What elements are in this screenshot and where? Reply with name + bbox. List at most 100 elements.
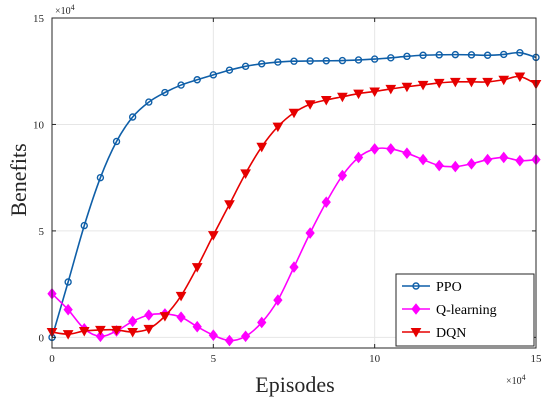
x-tick-label: 5 (211, 353, 217, 365)
legend-marker (412, 282, 420, 290)
tick-labels: 0 5 10 15 0 5 10 15 (33, 13, 542, 365)
data-point (498, 75, 510, 86)
x-axis-label: Episodes (255, 372, 334, 397)
data-point (304, 100, 316, 110)
data-point (128, 113, 137, 121)
data-point (209, 71, 218, 79)
y-tick-label: 15 (33, 13, 45, 25)
plot-axes (51, 17, 537, 349)
legend-marker (411, 303, 421, 315)
legend-entry: PPO (402, 280, 462, 295)
data-point (403, 52, 411, 61)
x-tick-label: 10 (369, 353, 381, 365)
data-point (240, 169, 251, 179)
data-point (177, 81, 185, 89)
series-line (51, 51, 537, 338)
data-point (516, 49, 524, 57)
data-point (353, 89, 364, 100)
y-tick-label: 0 (39, 332, 45, 344)
data-point (176, 311, 186, 323)
data-point (401, 82, 413, 93)
legend-marker (410, 328, 422, 338)
data-point (450, 160, 460, 173)
legend-label: PPO (436, 280, 462, 295)
data-point (257, 316, 267, 329)
data-point (128, 315, 138, 328)
data-point (467, 51, 476, 59)
data-point (274, 58, 282, 66)
data-point (127, 328, 139, 338)
data-point (419, 51, 427, 59)
data-point (306, 57, 314, 65)
data-point (499, 151, 509, 164)
y-exponent-label: ×104 (55, 3, 75, 17)
data-point (435, 51, 443, 59)
data-point (225, 66, 234, 74)
x-exponent-label: ×104 (506, 373, 526, 387)
data-point (256, 142, 268, 153)
data-point (224, 200, 235, 210)
legend-label: Q-learning (436, 303, 497, 318)
data-point (144, 309, 154, 321)
data-point (483, 51, 492, 59)
axes-box (51, 17, 537, 349)
data-point (385, 84, 397, 95)
data-point (290, 57, 298, 65)
legend-label: DQN (436, 326, 466, 341)
data-point (241, 62, 250, 71)
data-point (386, 143, 396, 155)
data-point (175, 291, 187, 302)
data-point (515, 154, 525, 167)
data-point (369, 87, 381, 97)
data-point (288, 108, 300, 119)
data-point (433, 78, 445, 89)
data-point (322, 57, 330, 65)
data-point (143, 324, 155, 335)
y-tick-label: 5 (39, 226, 45, 238)
data-point (191, 263, 203, 273)
data-point (338, 56, 347, 65)
data-point (402, 147, 412, 159)
y-tick-label: 10 (33, 119, 45, 131)
data-point (337, 92, 348, 103)
data-point (62, 330, 74, 340)
data-point (78, 326, 90, 337)
y-axis-label: Benefits (6, 143, 31, 216)
data-point (353, 151, 364, 164)
data-point (145, 98, 153, 106)
data-point (387, 54, 395, 62)
data-point (417, 80, 429, 91)
data-point (207, 231, 219, 241)
data-point (224, 334, 235, 347)
data-point (370, 55, 379, 63)
data-point (370, 143, 380, 155)
data-point (161, 88, 169, 97)
data-point (95, 330, 106, 343)
data-point (449, 77, 461, 88)
data-point (111, 325, 122, 336)
data-point (321, 196, 331, 208)
data-point (80, 221, 88, 230)
data-point (337, 169, 348, 182)
legend-entry: Q-learning (402, 303, 497, 318)
data-point (112, 137, 121, 146)
data-point (434, 159, 444, 172)
data-point (466, 158, 477, 170)
data-point (466, 77, 477, 88)
data-point (192, 320, 202, 333)
data-point (258, 60, 266, 68)
data-point (193, 76, 201, 84)
data-point (289, 261, 299, 273)
data-point (482, 153, 493, 166)
series-dqn (46, 72, 542, 340)
data-point (63, 303, 73, 316)
data-point (514, 72, 526, 83)
data-point (96, 173, 105, 182)
data-point (418, 153, 428, 166)
legend-entry: DQN (402, 326, 466, 341)
data-point (208, 329, 218, 342)
x-tick-label: 15 (531, 353, 543, 365)
data-point (482, 77, 493, 88)
data-point (240, 330, 251, 343)
